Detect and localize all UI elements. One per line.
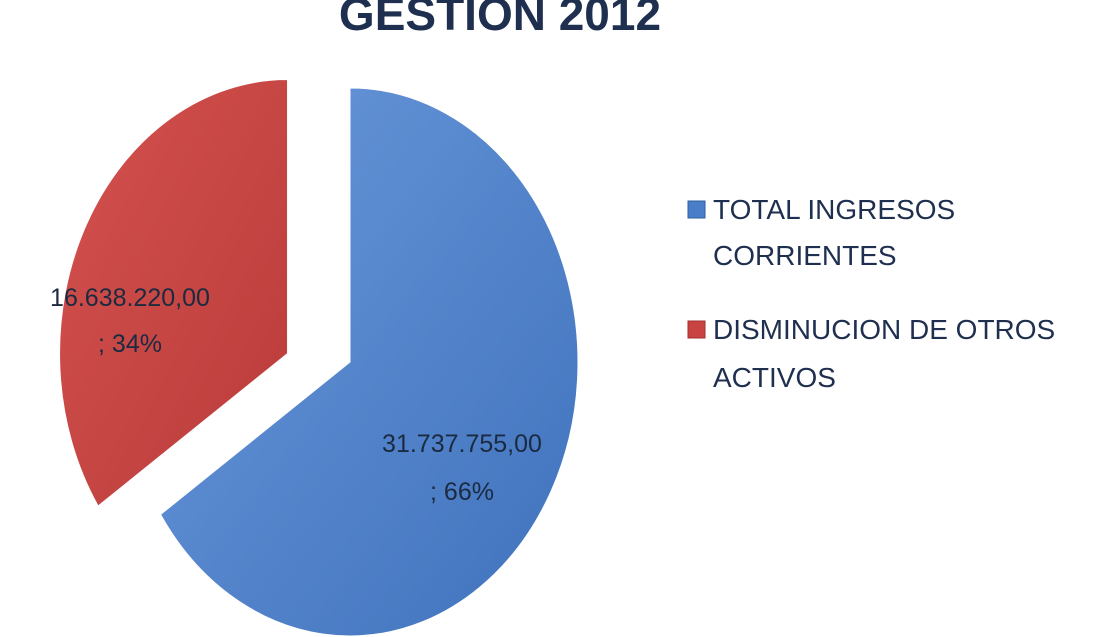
slice-percent-label: ; 34%: [98, 330, 162, 358]
pie-slice: [159, 87, 579, 637]
chart-title: GESTION 2012: [339, 0, 661, 40]
legend-swatch-blue: [687, 200, 706, 219]
legend-label-line-2: ACTIVOS: [713, 362, 836, 393]
legend-label-line-1: TOTAL INGRESOS: [713, 194, 955, 225]
legend-label-line-2: CORRIENTES: [713, 240, 897, 271]
slice-value-label: 16.638.220,00: [50, 284, 210, 312]
pie-slice: [59, 79, 289, 507]
slice-percent-label: ; 66%: [430, 478, 494, 506]
data-labels: 31.737.755,00 ; 66% 16.638.220,00 ; 34%: [50, 284, 542, 506]
pie-slices: [59, 79, 579, 637]
legend-swatch-red: [687, 320, 706, 339]
legend: TOTAL INGRESOS CORRIENTES DISMINUCION DE…: [687, 194, 1055, 393]
legend-label-line-1: DISMINUCION DE OTROS: [713, 314, 1055, 345]
slice-value-label: 31.737.755,00: [382, 430, 542, 458]
